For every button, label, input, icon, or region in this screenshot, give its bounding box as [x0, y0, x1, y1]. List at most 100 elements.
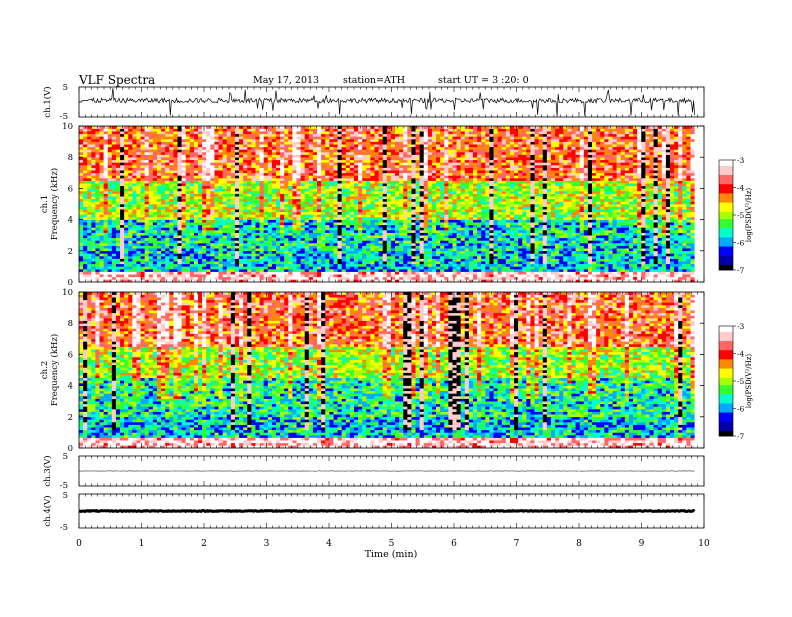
spectrogram-cell — [95, 144, 99, 147]
spectrogram-cell — [264, 147, 268, 150]
spectrogram-cell — [399, 144, 403, 147]
spectrogram-cell — [169, 256, 173, 259]
spectrogram-cell — [128, 131, 132, 134]
spectrogram-cell — [141, 147, 145, 150]
spectrogram-cell — [350, 173, 354, 176]
spectrogram-cell — [239, 186, 243, 189]
spectrogram-cell — [161, 129, 165, 132]
spectrogram-cell — [284, 253, 288, 256]
spectrogram-cell — [124, 173, 128, 176]
spectrogram-cell — [362, 160, 366, 163]
spectrogram-cell — [370, 157, 374, 160]
spectrogram-cell — [301, 160, 305, 163]
spectrogram-cell — [399, 168, 403, 171]
spectrogram-cell — [362, 233, 366, 236]
spectrogram-cell — [100, 253, 104, 256]
spectrogram-cell — [178, 199, 182, 202]
spectrogram-cell — [399, 160, 403, 163]
spectrogram-cell — [83, 220, 87, 223]
spectrogram-cell — [145, 160, 149, 163]
spectrogram-cell — [387, 191, 391, 194]
spectrogram-cell — [362, 129, 366, 132]
spectrogram-cell — [288, 209, 292, 212]
spectrogram-cell — [403, 220, 407, 223]
spectrogram-cell — [79, 259, 83, 262]
spectrogram-cell — [194, 170, 198, 173]
spectrogram-cell — [116, 261, 120, 264]
spectrogram-cell — [206, 173, 210, 176]
spectrogram-cell — [219, 178, 223, 181]
spectrogram-cell — [342, 144, 346, 147]
spectrogram-cell — [297, 264, 301, 267]
spectrogram-cell — [173, 261, 177, 264]
spectrogram-cell — [120, 188, 124, 191]
spectrogram-cell — [100, 214, 104, 217]
spectrogram-cell — [182, 238, 186, 241]
spectrogram-cell — [272, 186, 276, 189]
spectrogram-cell — [338, 274, 342, 277]
spectrogram-cell — [313, 194, 317, 197]
spectrogram-cell — [100, 173, 104, 176]
spectrogram-cell — [407, 243, 411, 246]
spectrogram-cell — [276, 147, 280, 150]
spectrogram-cell — [145, 212, 149, 215]
spectrogram-cell — [346, 251, 350, 254]
spectrogram-cell — [268, 162, 272, 165]
spectrogram-cell — [354, 165, 358, 168]
spectrogram-cell — [407, 142, 411, 145]
spectrogram-cell — [182, 144, 186, 147]
spectrogram-cell — [292, 248, 296, 251]
spectrogram-cell — [243, 277, 247, 280]
spectrogram-cell — [165, 155, 169, 158]
spectrogram-cell — [362, 134, 366, 137]
spectrogram-cell — [128, 256, 132, 259]
spectrogram-cell — [358, 214, 362, 217]
spectrogram-cell — [239, 175, 243, 178]
spectrogram-cell — [141, 207, 145, 210]
ch1-spectrogram-image — [79, 126, 704, 282]
spectrogram-cell — [280, 165, 284, 168]
spectrogram-cell — [395, 204, 399, 207]
spectrogram-cell — [342, 233, 346, 236]
spectrogram-cell — [108, 246, 112, 249]
spectrogram-cell — [375, 264, 379, 267]
spectrogram-cell — [325, 160, 329, 163]
spectrogram-cell — [153, 217, 157, 220]
spectrogram-cell — [297, 194, 301, 197]
spectrogram-cell — [83, 160, 87, 163]
spectrogram-cell — [108, 139, 112, 142]
spectrogram-cell — [108, 274, 112, 277]
spectrogram-cell — [95, 230, 99, 233]
spectrogram-cell — [161, 274, 165, 277]
spectrogram-cell — [391, 165, 395, 168]
spectrogram-cell — [358, 147, 362, 150]
spectrogram-cell — [95, 204, 99, 207]
spectrogram-cell — [243, 207, 247, 210]
spectrogram-cell — [153, 235, 157, 238]
spectrogram-cell — [399, 225, 403, 228]
spectrogram-cell — [309, 261, 313, 264]
spectrogram-cell — [202, 152, 206, 155]
spectrogram-cell — [116, 220, 120, 223]
spectrogram-cell — [325, 157, 329, 160]
spectrogram-cell — [198, 261, 202, 264]
spectrogram-cell — [108, 266, 112, 269]
spectrogram-cell — [391, 142, 395, 145]
spectrogram-cell — [292, 272, 296, 275]
spectrogram-cell — [346, 155, 350, 158]
spectrogram-cell — [329, 165, 333, 168]
spectrogram-cell — [83, 168, 87, 171]
spectrogram-cell — [132, 129, 136, 132]
spectrogram-cell — [346, 230, 350, 233]
spectrogram-cell — [100, 129, 104, 132]
spectrogram-cell — [284, 235, 288, 238]
spectrogram-cell — [383, 162, 387, 165]
spectrogram-cell — [87, 272, 91, 275]
spectrogram-cell — [239, 196, 243, 199]
spectrogram-cell — [190, 168, 194, 171]
spectrogram-cell — [165, 199, 169, 202]
spectrogram-cell — [342, 170, 346, 173]
spectrogram-cell — [268, 170, 272, 173]
spectrogram-cell — [210, 181, 214, 184]
spectrogram-cell — [112, 126, 116, 129]
